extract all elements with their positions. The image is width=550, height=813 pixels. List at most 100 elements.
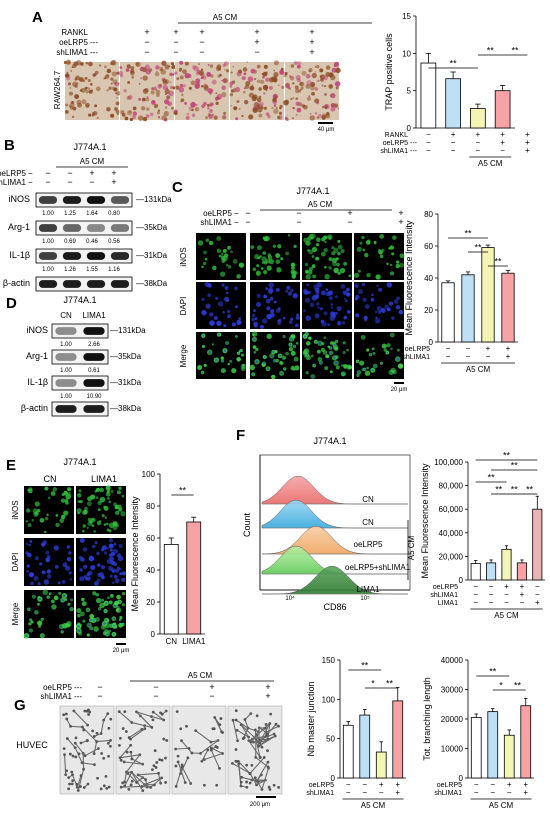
treatment-sign: − bbox=[466, 344, 471, 353]
tube-node bbox=[71, 773, 74, 777]
cell-nucleus bbox=[114, 504, 120, 510]
stained-cell bbox=[211, 79, 217, 85]
cell-nucleus bbox=[341, 321, 346, 325]
c-image-row-label: DAPI bbox=[179, 297, 188, 316]
tube-node bbox=[159, 711, 162, 715]
tube-node bbox=[65, 737, 69, 740]
stained-cell bbox=[76, 60, 82, 66]
y-tick-label: 5 bbox=[407, 87, 412, 96]
cell-nucleus bbox=[307, 236, 312, 241]
cell-nucleus bbox=[328, 257, 333, 262]
treatment-sign: + bbox=[525, 138, 530, 147]
cell-nucleus bbox=[236, 357, 241, 362]
y-tick-label: 30000 bbox=[441, 686, 464, 695]
cell-nucleus bbox=[354, 272, 360, 278]
g-sign: − bbox=[97, 691, 102, 701]
significance-marker: * bbox=[371, 679, 375, 689]
cell-nucleus bbox=[332, 261, 337, 267]
stained-cell bbox=[233, 106, 237, 110]
tube-segment bbox=[252, 735, 267, 740]
g-sign: + bbox=[209, 682, 214, 692]
b-sign: − bbox=[45, 177, 50, 187]
cell-nucleus bbox=[241, 353, 244, 357]
cell-nucleus bbox=[95, 496, 99, 500]
treatment-sign: + bbox=[535, 598, 540, 607]
treatment-sign: − bbox=[504, 590, 509, 599]
b-quant: 1.26 bbox=[64, 267, 76, 273]
cell-nucleus bbox=[62, 562, 68, 568]
cell-nucleus bbox=[287, 291, 292, 296]
cell-nucleus bbox=[290, 288, 294, 293]
y-tick-label: 80,000 bbox=[439, 482, 464, 491]
tube-segment bbox=[240, 724, 250, 738]
cell-nucleus bbox=[380, 308, 386, 313]
tube-node bbox=[92, 735, 96, 738]
tube-node bbox=[81, 725, 84, 729]
stained-cell bbox=[64, 73, 70, 78]
nucleus-core bbox=[70, 599, 73, 601]
tube-segment bbox=[241, 776, 257, 782]
b-blot bbox=[35, 192, 133, 208]
cell-nucleus bbox=[293, 356, 299, 362]
cell-nucleus bbox=[81, 597, 85, 602]
stained-cell bbox=[309, 115, 316, 121]
stained-cell bbox=[284, 99, 290, 104]
stained-cell bbox=[92, 73, 96, 77]
stained-cell bbox=[330, 93, 336, 99]
cell-nucleus bbox=[105, 522, 109, 526]
stained-cell bbox=[164, 64, 170, 70]
a-row-label: oeLRP5 bbox=[59, 38, 88, 47]
panel-letter-d: D bbox=[6, 295, 17, 312]
stained-cell bbox=[311, 72, 317, 79]
c-image-row-label: iNOS bbox=[179, 247, 188, 266]
y-tick-label: 20 bbox=[146, 598, 155, 607]
a-row-suffix: --- bbox=[90, 38, 98, 47]
treatment-sign: + bbox=[451, 130, 456, 139]
cell-nucleus bbox=[30, 581, 34, 586]
nucleus-core bbox=[112, 633, 115, 636]
cell-nucleus bbox=[92, 544, 96, 549]
stained-cell bbox=[262, 71, 268, 77]
nucleus-core bbox=[223, 349, 227, 352]
g-sign: + bbox=[265, 691, 270, 701]
cell-nucleus bbox=[255, 270, 261, 276]
cell-nucleus bbox=[225, 298, 230, 302]
cell-nucleus bbox=[323, 311, 328, 316]
cell-nucleus bbox=[275, 287, 280, 292]
stained-cell bbox=[138, 82, 141, 85]
cell-nucleus bbox=[359, 360, 365, 366]
cell-nucleus bbox=[37, 620, 43, 626]
tube-node bbox=[176, 754, 180, 758]
d-kda: —35kDa bbox=[110, 352, 142, 361]
tube-node bbox=[150, 715, 153, 718]
cell-nucleus bbox=[354, 283, 359, 288]
stained-cell bbox=[145, 97, 150, 102]
tube-segment bbox=[73, 710, 89, 726]
nucleus-core bbox=[60, 625, 63, 628]
nucleus-core bbox=[333, 344, 336, 347]
cell-nucleus bbox=[336, 262, 340, 267]
stained-cell bbox=[241, 76, 246, 81]
y-tick-label: 0 bbox=[407, 124, 412, 133]
stained-cell bbox=[68, 82, 71, 86]
cell-nucleus bbox=[208, 240, 214, 246]
bar bbox=[501, 272, 515, 343]
cell-nucleus bbox=[360, 334, 366, 340]
nucleus-core bbox=[104, 602, 108, 605]
cell-nucleus bbox=[323, 235, 328, 240]
cell-nucleus bbox=[111, 581, 115, 584]
cell-nucleus bbox=[320, 319, 325, 324]
cell-nucleus bbox=[263, 294, 268, 299]
stained-cell bbox=[296, 64, 301, 69]
b-sign: + bbox=[111, 177, 116, 187]
stained-cell bbox=[110, 113, 115, 118]
significance-marker: ** bbox=[494, 257, 502, 267]
cell-nucleus bbox=[262, 236, 266, 240]
tube-node bbox=[155, 761, 159, 764]
cell-nucleus bbox=[359, 241, 363, 245]
stained-cell bbox=[279, 106, 282, 110]
d-lane-label: LIMA1 bbox=[82, 311, 106, 320]
tube-node bbox=[239, 723, 243, 727]
treatment-sign: − bbox=[507, 788, 512, 797]
nucleus-core bbox=[202, 334, 205, 337]
